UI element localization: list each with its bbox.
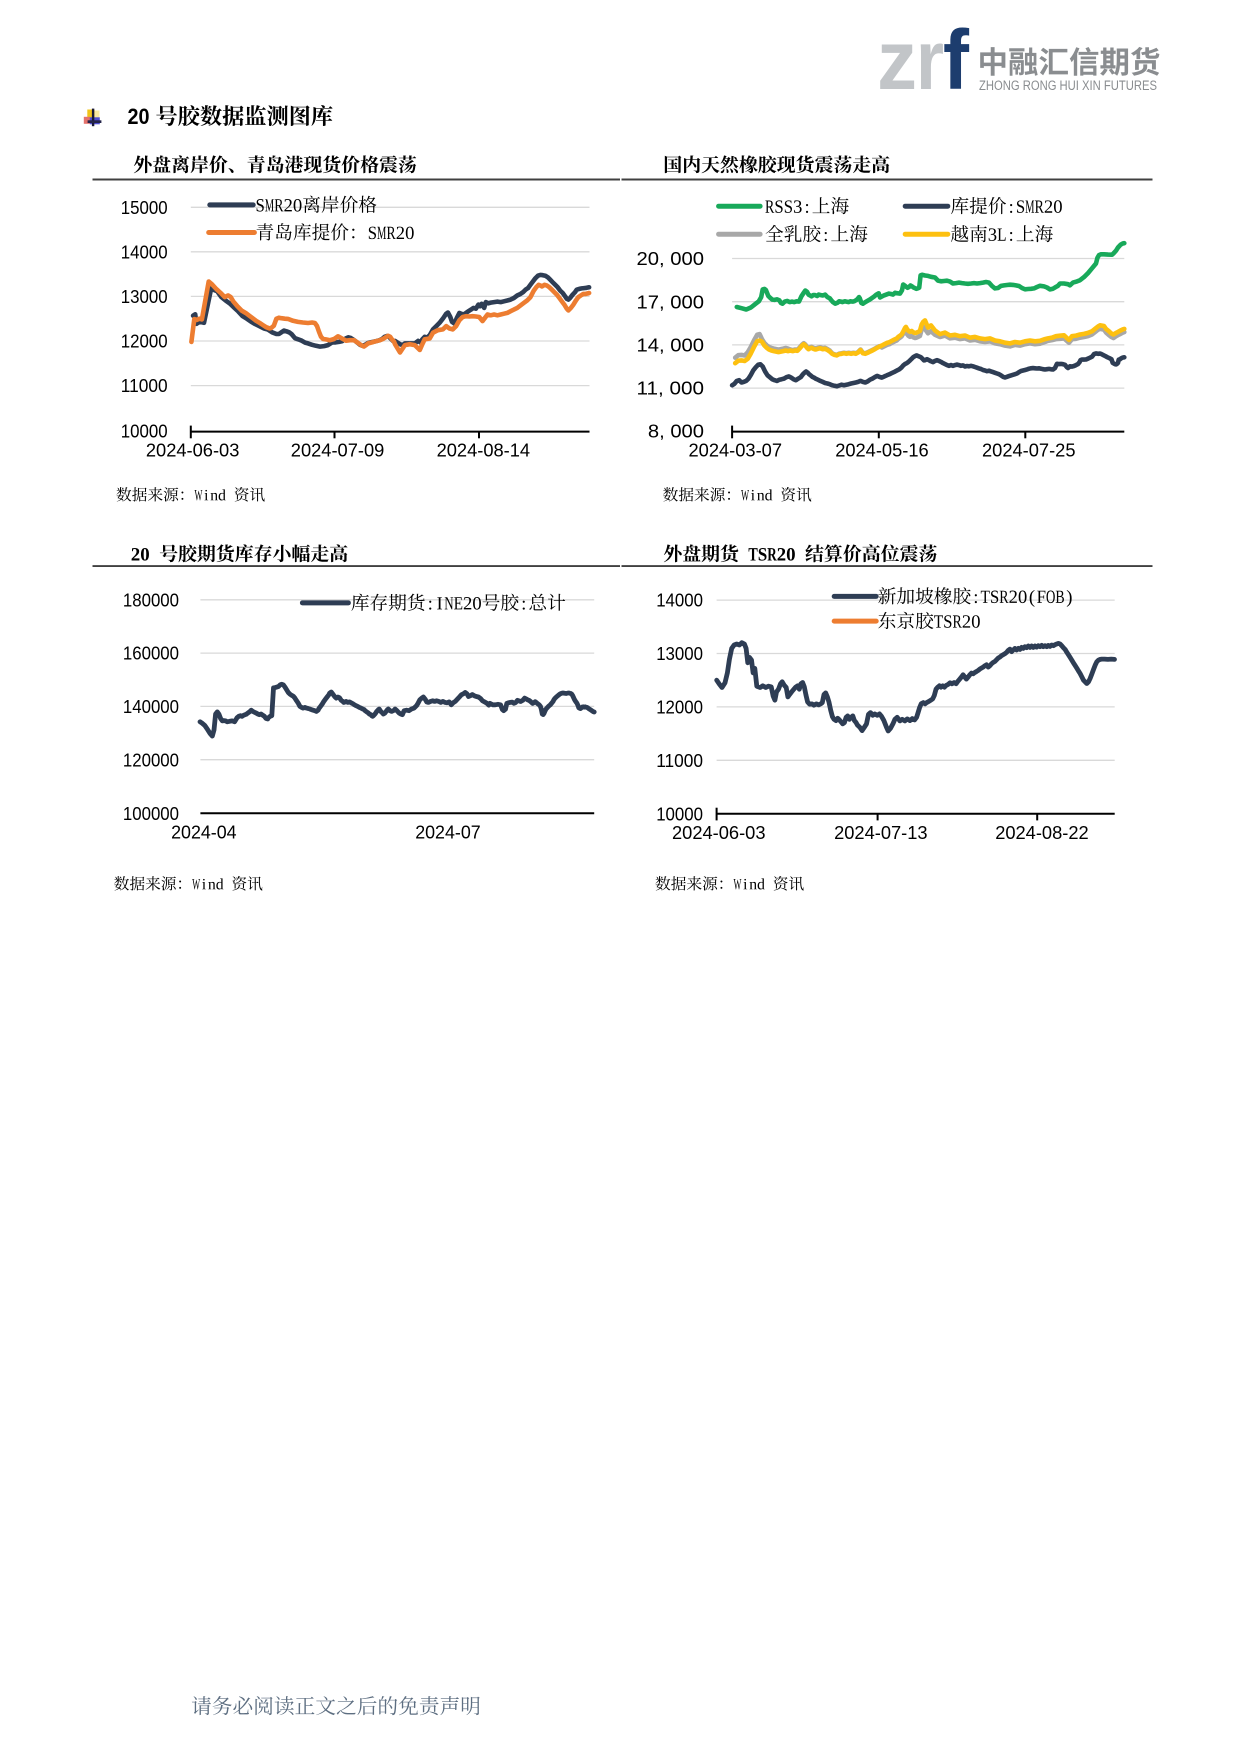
svg-text:2024-06-03: 2024-06-03 <box>672 822 766 843</box>
svg-text:11000: 11000 <box>121 375 168 396</box>
svg-text:2024-08-22: 2024-08-22 <box>995 822 1088 843</box>
svg-text:13000: 13000 <box>656 643 703 664</box>
svg-text:2024-04: 2024-04 <box>171 821 237 842</box>
svg-text:12000: 12000 <box>121 331 168 352</box>
svg-text:140000: 140000 <box>123 696 179 717</box>
svg-text:ZHONG RONG HUI XIN FUTURES: ZHONG RONG HUI XIN FUTURES <box>979 78 1157 93</box>
svg-text:160000: 160000 <box>123 643 179 664</box>
svg-text:14000: 14000 <box>656 590 703 611</box>
svg-text:14, 000: 14, 000 <box>637 335 705 356</box>
svg-text:2024-05-16: 2024-05-16 <box>835 440 929 461</box>
svg-text:120000: 120000 <box>123 749 179 770</box>
svg-text:13000: 13000 <box>121 286 168 307</box>
svg-text:2024-03-07: 2024-03-07 <box>689 440 783 461</box>
svg-text:12000: 12000 <box>656 697 703 718</box>
svg-text:10000: 10000 <box>656 804 703 825</box>
svg-text:10000: 10000 <box>121 421 168 442</box>
svg-text:20: 20 <box>128 104 150 129</box>
svg-text:2024-08-14: 2024-08-14 <box>437 440 530 461</box>
svg-text:r: r <box>916 13 944 107</box>
svg-text:17, 000: 17, 000 <box>637 291 705 312</box>
svg-text:11000: 11000 <box>656 750 703 771</box>
svg-text:20, 000: 20, 000 <box>637 248 705 269</box>
svg-text:8, 000: 8, 000 <box>648 421 704 442</box>
svg-text:14000: 14000 <box>121 241 168 262</box>
svg-text:11, 000: 11, 000 <box>637 378 705 399</box>
svg-text:f: f <box>943 13 970 107</box>
svg-text:2024-07: 2024-07 <box>415 821 481 842</box>
svg-text:2024-07-09: 2024-07-09 <box>291 440 385 461</box>
svg-text:100000: 100000 <box>123 803 179 824</box>
svg-text:180000: 180000 <box>123 589 179 610</box>
svg-text:2024-06-03: 2024-06-03 <box>146 440 240 461</box>
svg-text:2024-07-13: 2024-07-13 <box>834 822 928 843</box>
svg-text:15000: 15000 <box>121 197 168 218</box>
svg-text:2024-07-25: 2024-07-25 <box>982 440 1076 461</box>
svg-text:z: z <box>877 13 917 107</box>
